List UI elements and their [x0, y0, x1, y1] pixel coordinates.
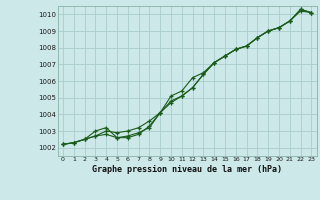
X-axis label: Graphe pression niveau de la mer (hPa): Graphe pression niveau de la mer (hPa) — [92, 165, 282, 174]
